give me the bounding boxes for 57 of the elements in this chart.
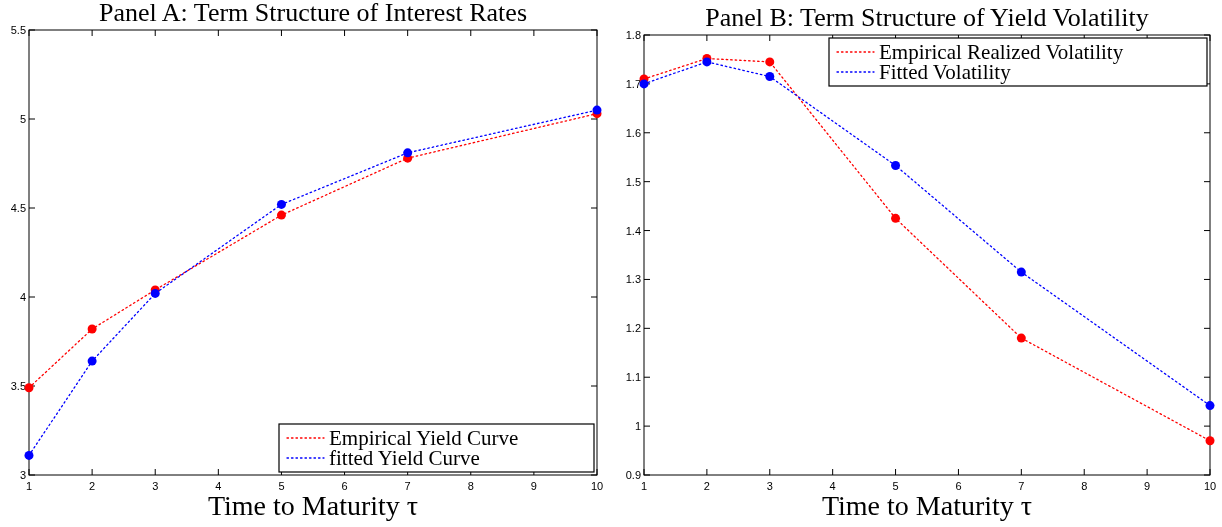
point: [765, 57, 775, 67]
x-tick-label: 9: [1144, 480, 1151, 492]
x-axis-title: Time to Maturity τ: [821, 490, 1033, 521]
y-tick-label: 1: [634, 420, 641, 433]
point: [891, 161, 901, 171]
y-tick-label: 5: [19, 113, 26, 125]
point: [891, 213, 901, 223]
x-tick-label: 7: [1018, 480, 1025, 492]
point: [276, 199, 286, 209]
point: [24, 450, 34, 460]
y-tick-label: 1.1: [625, 371, 641, 384]
y-tick-label: 1.5: [625, 175, 641, 188]
x-tick-label: 5: [892, 480, 899, 492]
y-tick-label: 1.3: [625, 273, 641, 286]
y-tick-label: 1.7: [625, 77, 641, 90]
point: [1016, 333, 1026, 343]
x-tick-label: 2: [89, 480, 96, 492]
point: [592, 105, 602, 115]
chart-title: Panel A: Term Structure of Interest Rates: [98, 0, 528, 27]
point: [765, 72, 775, 82]
x-tick-label: 10: [590, 480, 604, 492]
x-tick-label: 5: [278, 480, 285, 492]
point: [639, 79, 649, 89]
chart-title: Panel B: Term Structure of Yield Volatility: [705, 3, 1149, 32]
y-tick-label: 4: [19, 291, 26, 303]
x-tick-label: 4: [215, 480, 222, 492]
point: [702, 57, 712, 67]
x-tick-label: 6: [955, 480, 962, 492]
point: [276, 210, 286, 220]
y-tick-label: 1.4: [625, 224, 641, 237]
x-tick-label: 2: [703, 480, 710, 492]
y-tick-label: 1.6: [625, 126, 641, 139]
x-tick-label: 6: [341, 480, 348, 492]
point: [1205, 401, 1215, 411]
x-tick-label: 8: [1081, 480, 1088, 492]
y-tick-label: 4.5: [10, 202, 26, 214]
x-tick-label: 7: [404, 480, 411, 492]
point: [87, 324, 97, 334]
point: [403, 148, 413, 158]
x-tick-label: 3: [152, 480, 159, 492]
point: [87, 356, 97, 366]
x-tick-label: 8: [467, 480, 474, 492]
legend-label: Empirical Yield Curve: [329, 426, 519, 450]
x-tick-label: 10: [1203, 480, 1217, 492]
legend-label: Empirical Realized Volatility: [879, 40, 1124, 64]
y-tick-label: 1.2: [625, 322, 641, 335]
y-tick-label: 1.8: [625, 29, 641, 41]
x-tick-label: 3: [766, 480, 773, 492]
y-tick-label: 0.9: [625, 469, 641, 481]
y-tick-label: 3: [19, 469, 26, 481]
point: [1016, 267, 1026, 277]
x-tick-label: 4: [829, 480, 836, 492]
y-tick-label: 3.5: [10, 380, 26, 392]
x-tick-label: 9: [530, 480, 537, 492]
point: [1205, 436, 1215, 446]
x-axis-title: Time to Maturity τ: [207, 490, 419, 521]
y-tick-label: 5.5: [10, 24, 26, 36]
